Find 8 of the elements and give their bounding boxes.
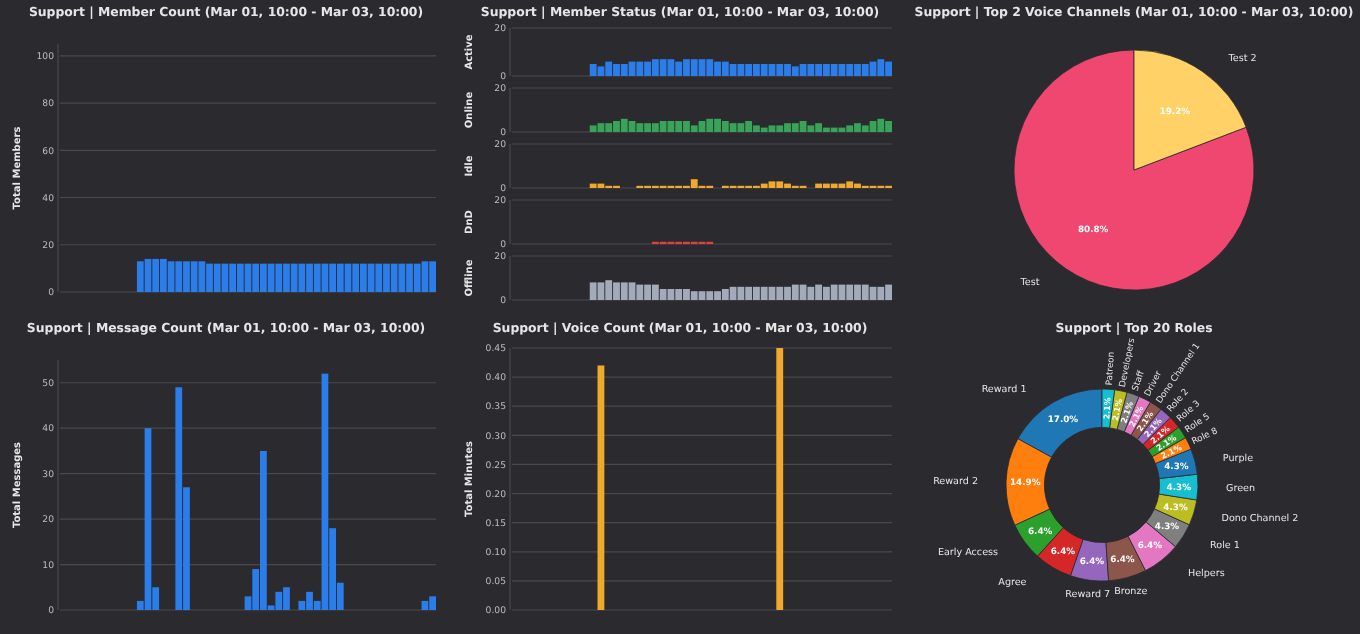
bar (298, 600, 306, 610)
bar (306, 591, 313, 610)
bar (175, 387, 183, 610)
bar (283, 587, 290, 610)
bar (429, 596, 436, 610)
bar (260, 450, 267, 610)
bar (275, 591, 283, 610)
pie-slice (1013, 49, 1255, 291)
